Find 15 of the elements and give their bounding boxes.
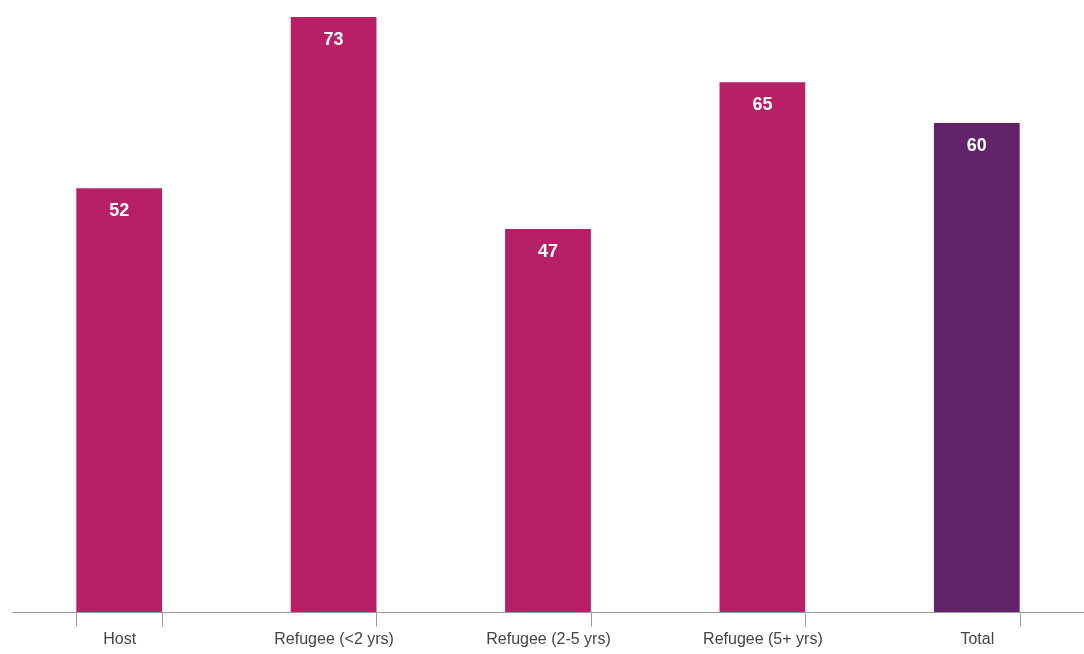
bar	[719, 82, 806, 612]
x-tick-label: Refugee (2-5 yrs)	[486, 629, 611, 647]
x-tick-label: Refugee (<2 yrs)	[274, 629, 394, 647]
data-label: 52	[109, 200, 130, 221]
x-tick-label: Total	[960, 629, 995, 647]
data-label: 65	[752, 94, 773, 115]
bar	[76, 188, 163, 612]
x-tick-label: Host	[103, 629, 137, 647]
x-tick-label: Refugee (5+ yrs)	[703, 629, 823, 647]
data-label: 60	[966, 134, 987, 155]
data-label: 47	[537, 240, 559, 261]
bar	[933, 122, 1020, 612]
bar	[290, 17, 377, 612]
data-label: 73	[323, 29, 344, 49]
bar	[505, 228, 591, 612]
